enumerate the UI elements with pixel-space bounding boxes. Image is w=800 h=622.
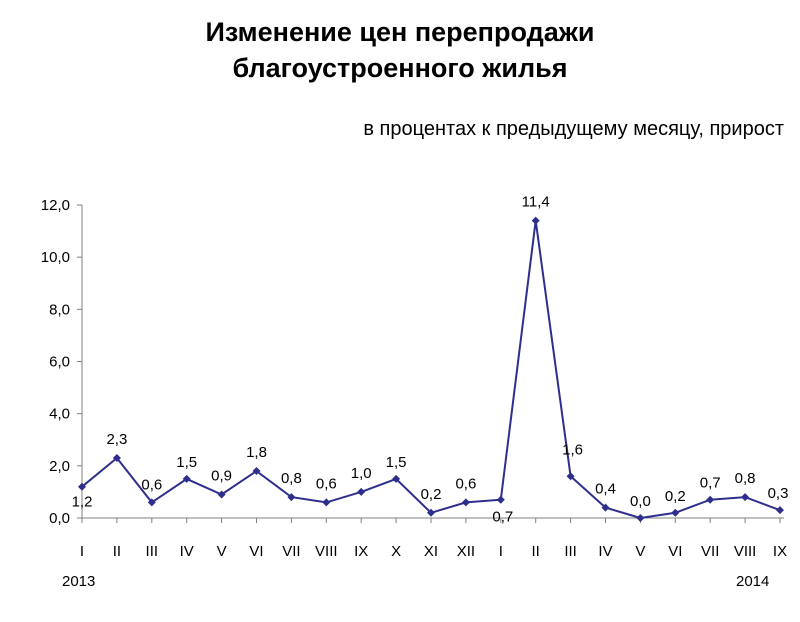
chart-title-line-2: благоустроенного жилья	[232, 53, 568, 83]
data-label: 0,7	[492, 509, 513, 526]
y-tick-label: 2,0	[49, 458, 70, 475]
data-label: 0,8	[735, 470, 756, 487]
x-tick-label: IX	[773, 543, 787, 560]
data-label: 1,5	[386, 454, 407, 471]
data-label: 1,8	[246, 444, 267, 461]
x-tick-label: III	[564, 543, 577, 560]
data-point	[357, 487, 366, 496]
data-point	[78, 482, 86, 491]
data-label: 0,6	[141, 476, 162, 493]
data-label: 0,2	[421, 486, 442, 503]
data-point	[496, 495, 505, 504]
data-point	[601, 503, 610, 512]
data-label: 1,2	[72, 494, 93, 511]
data-point	[566, 472, 575, 481]
data-point	[392, 474, 401, 483]
data-point	[427, 508, 435, 517]
data-point	[217, 490, 226, 499]
x-tick-label: I	[499, 543, 503, 560]
x-tick-label: IX	[354, 543, 368, 560]
data-point	[322, 498, 331, 507]
x-tick-label: V	[635, 543, 645, 560]
data-label: 1,5	[176, 454, 197, 471]
data-label: 0,6	[455, 475, 476, 492]
data-point	[461, 498, 470, 507]
data-label: 1,0	[351, 465, 372, 482]
x-tick-label: VIII	[734, 543, 757, 560]
x-tick-label: VI	[249, 543, 263, 560]
data-point	[287, 493, 296, 502]
y-tick-label: 12,0	[41, 197, 70, 214]
x-tick-label: VII	[701, 543, 719, 560]
x-tick-label: V	[217, 543, 227, 560]
data-label: 0,4	[595, 481, 616, 498]
data-label: 0,6	[316, 475, 337, 492]
x-tick-label: X	[391, 543, 401, 560]
data-point	[531, 216, 540, 225]
chart-title-line-1: Изменение цен перепродажи	[205, 17, 595, 47]
data-point	[776, 506, 784, 515]
x-tick-label: I	[80, 543, 84, 560]
data-label: 0,2	[665, 488, 686, 505]
x-tick-label: VI	[668, 543, 682, 560]
x-tick-label: VIII	[315, 543, 338, 560]
x-tick-label: VII	[282, 543, 300, 560]
data-label: 0,3	[768, 485, 789, 502]
year-label-2014: 2014	[736, 573, 769, 590]
data-label: 0,0	[630, 493, 651, 510]
data-point	[147, 498, 156, 507]
data-point	[182, 474, 191, 483]
y-tick-label: 10,0	[41, 249, 70, 266]
data-point	[706, 495, 715, 504]
data-point	[112, 454, 121, 463]
x-tick-label: IV	[180, 543, 194, 560]
data-point	[671, 508, 680, 517]
data-label: 1,6	[562, 441, 583, 458]
x-tick-label: II	[532, 543, 540, 560]
x-tick-label: XII	[457, 543, 475, 560]
data-point	[741, 493, 750, 502]
x-tick-label: XI	[424, 543, 438, 560]
data-label: 0,9	[211, 468, 232, 485]
y-tick-label: 4,0	[49, 406, 70, 423]
chart-title: Изменение цен перепродажи благоустроенно…	[150, 14, 650, 86]
data-label: 0,7	[700, 475, 721, 492]
x-tick-label: II	[113, 543, 121, 560]
x-tick-label: IV	[598, 543, 612, 560]
data-point	[252, 467, 261, 476]
y-tick-label: 8,0	[49, 301, 70, 318]
data-point	[636, 514, 645, 522]
year-label-2013: 2013	[62, 573, 95, 590]
y-tick-label: 6,0	[49, 354, 70, 371]
chart-subtitle: в процентах к предыдущему месяцу, прирос…	[363, 118, 784, 140]
x-tick-label: III	[146, 543, 159, 560]
series-line	[81, 220, 781, 520]
data-label: 11,4	[522, 194, 550, 211]
data-label: 0,8	[281, 470, 302, 487]
y-tick-label: 0,0	[49, 510, 70, 527]
data-label: 2,3	[106, 431, 127, 448]
